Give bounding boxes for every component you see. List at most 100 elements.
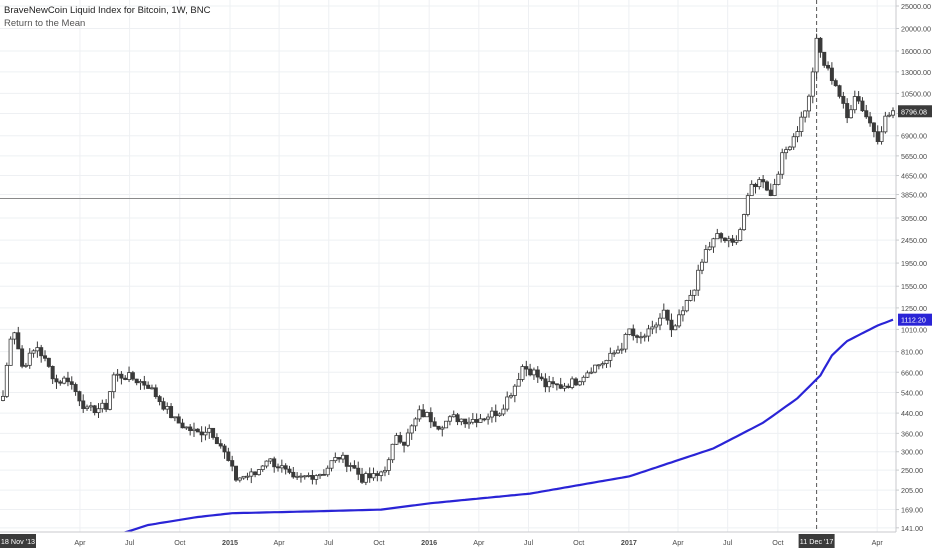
candle bbox=[157, 394, 162, 406]
candle bbox=[409, 424, 414, 440]
candle-body bbox=[619, 348, 624, 351]
candle-body bbox=[707, 246, 712, 250]
candle bbox=[730, 234, 735, 246]
candle-body bbox=[291, 471, 296, 478]
candle-body bbox=[260, 465, 265, 470]
candle bbox=[501, 404, 506, 417]
candle-body bbox=[489, 410, 494, 418]
candle bbox=[680, 306, 685, 322]
candle-body bbox=[39, 347, 44, 357]
candle bbox=[428, 407, 433, 429]
candle bbox=[375, 470, 380, 482]
time-tick-label: Apr bbox=[872, 538, 884, 547]
candle-body bbox=[77, 391, 82, 402]
candle-body bbox=[635, 335, 640, 338]
candle bbox=[386, 457, 391, 476]
candle-body bbox=[795, 131, 800, 138]
candle bbox=[195, 428, 200, 433]
candle bbox=[73, 382, 78, 396]
candle-body bbox=[146, 384, 151, 389]
time-tick-label: Apr bbox=[274, 538, 286, 547]
candle-body bbox=[631, 328, 636, 337]
candle-body bbox=[20, 348, 25, 367]
candle bbox=[547, 375, 552, 393]
candle-body bbox=[650, 326, 655, 330]
price-tick-label: 300.00 bbox=[901, 448, 923, 457]
candle bbox=[264, 460, 269, 469]
candle bbox=[627, 328, 632, 336]
candle-body bbox=[757, 179, 762, 188]
candle bbox=[803, 110, 808, 123]
candle-body bbox=[604, 359, 609, 365]
price-tick-label: 2450.00 bbox=[901, 236, 927, 245]
candle-body bbox=[69, 381, 74, 385]
candle-body bbox=[642, 335, 647, 338]
candle-body bbox=[600, 363, 605, 366]
candle-body bbox=[428, 412, 433, 423]
candle bbox=[237, 477, 242, 483]
candle bbox=[203, 426, 208, 441]
candle-body bbox=[12, 332, 17, 340]
candle bbox=[841, 91, 846, 109]
candle-body bbox=[524, 366, 529, 370]
candle bbox=[516, 372, 521, 387]
candle bbox=[581, 375, 586, 386]
price-axis-background bbox=[896, 0, 932, 550]
candle-body bbox=[493, 410, 498, 417]
candle-body bbox=[688, 294, 693, 301]
candle bbox=[107, 391, 112, 411]
candle-body bbox=[577, 381, 582, 386]
candle bbox=[768, 183, 773, 197]
candle-body bbox=[528, 368, 533, 376]
candle-body bbox=[123, 377, 128, 380]
candle bbox=[85, 404, 90, 411]
time-tick-label: Jul bbox=[324, 538, 334, 547]
candle-body bbox=[184, 426, 189, 429]
candle-body bbox=[864, 110, 869, 118]
candle bbox=[134, 378, 139, 386]
candle bbox=[169, 403, 174, 419]
candle bbox=[531, 367, 536, 380]
price-tick-label: 169.00 bbox=[901, 506, 923, 515]
candle-body bbox=[539, 376, 544, 380]
candle bbox=[302, 475, 307, 480]
price-tick-label: 25000.00 bbox=[901, 2, 931, 11]
candle-body bbox=[615, 349, 620, 354]
mean-line-series bbox=[113, 318, 894, 538]
candle bbox=[535, 366, 540, 383]
candle bbox=[688, 289, 693, 302]
candle-body bbox=[424, 412, 429, 418]
candle-body bbox=[333, 457, 338, 462]
candle bbox=[757, 177, 762, 190]
candle bbox=[814, 33, 819, 79]
candle bbox=[478, 413, 483, 423]
candle bbox=[856, 91, 861, 105]
candle-body bbox=[573, 378, 578, 386]
candle bbox=[600, 361, 605, 369]
candle bbox=[417, 405, 422, 422]
price-tick-label: 4650.00 bbox=[901, 172, 927, 181]
crosshair-date-badge bbox=[798, 534, 835, 548]
candle-body bbox=[486, 416, 491, 420]
candle-body bbox=[130, 372, 135, 380]
candle-body bbox=[417, 409, 422, 420]
candle-body bbox=[505, 396, 510, 410]
candle-body bbox=[474, 419, 479, 423]
candle bbox=[474, 413, 479, 428]
candle bbox=[577, 380, 582, 387]
candle-body bbox=[398, 435, 403, 443]
candle bbox=[249, 468, 254, 484]
candle-body bbox=[535, 369, 540, 378]
candle bbox=[837, 84, 842, 99]
candle bbox=[726, 235, 731, 248]
candle bbox=[761, 175, 766, 189]
candle-body bbox=[85, 406, 90, 409]
candle bbox=[268, 458, 273, 465]
candle bbox=[153, 384, 158, 399]
candle-body bbox=[467, 421, 472, 425]
candle bbox=[39, 344, 44, 363]
candle bbox=[440, 425, 445, 437]
candle-body bbox=[4, 364, 9, 397]
